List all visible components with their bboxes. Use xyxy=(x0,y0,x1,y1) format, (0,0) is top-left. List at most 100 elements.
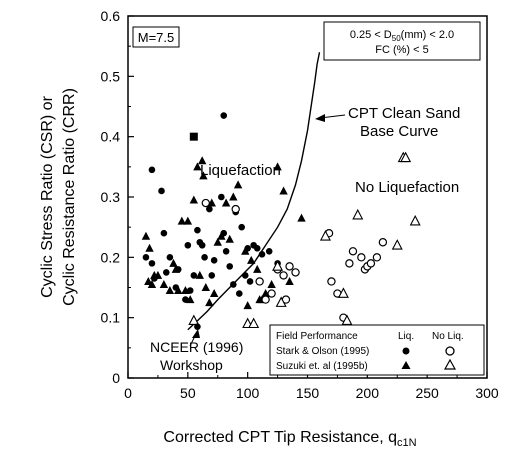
y-axis-label-line-1: Cyclic Stress Ratio (CSR) or xyxy=(39,95,56,297)
point-liq-stark-olson xyxy=(238,223,245,231)
point-liq-stark-olson xyxy=(265,248,273,255)
point-noliq-stark-olson xyxy=(366,259,376,268)
plot-frame xyxy=(127,15,488,379)
point-liq-suzuki xyxy=(201,283,210,291)
point-liq-suzuki xyxy=(199,171,208,180)
point-liq-suzuki xyxy=(145,243,154,252)
point-noliq-stark-olson xyxy=(285,262,294,271)
point-liq-stark-olson xyxy=(166,254,174,261)
point-liq-suzuki xyxy=(159,279,169,288)
point-liq-stark-olson xyxy=(246,278,254,285)
point-liq-stark-olson xyxy=(142,254,150,261)
point-liq-stark-olson xyxy=(194,323,201,331)
point-liq-stark-olson xyxy=(198,241,206,249)
point-noliq-suzuki xyxy=(352,208,364,220)
point-liq-suzuki xyxy=(267,279,276,288)
point-liq-suzuki xyxy=(183,216,193,225)
point-liq-suzuki xyxy=(225,234,234,243)
y-tick-label: 0.1 xyxy=(101,310,121,326)
point-liq-suzuki xyxy=(186,295,195,304)
point-liq-stark-olson xyxy=(206,205,213,213)
condition-line-2: FC (%) < 5 xyxy=(375,44,428,56)
point-noliq-stark-olson xyxy=(348,247,358,256)
point-liq-suzuki xyxy=(273,162,282,171)
point-noliq-stark-olson xyxy=(279,271,288,280)
workshop-arrow xyxy=(189,329,200,347)
point-liq-suzuki xyxy=(279,186,288,195)
point-liq-stark-olson xyxy=(148,260,156,267)
base-curve-label-line-1: CPT Clean Sand xyxy=(348,105,460,122)
point-liq-suzuki xyxy=(195,270,204,279)
x-axis-ticks: 0 50 100 150 200 250 300 xyxy=(124,372,499,401)
point-noliq-stark-olson xyxy=(378,238,388,247)
point-liq-stark-olson xyxy=(184,241,192,249)
point-liq-suzuki xyxy=(221,198,231,207)
point-noliq-stark-olson xyxy=(345,259,354,268)
point-liq-stark-olson xyxy=(226,263,234,270)
point-liq-suzuki xyxy=(241,246,250,255)
y-tick-label: 0.2 xyxy=(101,249,121,265)
point-liq-suzuki xyxy=(189,195,199,204)
liquefaction-label: Liquefaction xyxy=(200,162,281,179)
point-liq-suzuki xyxy=(181,286,190,295)
legend-header: Field Performance xyxy=(276,331,358,342)
point-liq-suzuki xyxy=(213,237,222,246)
point-liq-suzuki xyxy=(197,156,207,165)
point-noliq-suzuki xyxy=(341,314,353,326)
point-noliq-suzuki xyxy=(275,296,287,307)
point-liq-suzuki xyxy=(171,264,181,273)
point-liq-suzuki xyxy=(243,301,252,310)
point-liq-suzuki xyxy=(165,286,175,295)
point-liq-stark-olson xyxy=(241,272,249,279)
workshop-label-line-2: Workshop xyxy=(160,357,223,373)
point-noliq-stark-olson xyxy=(201,198,210,208)
x-tick-label: 150 xyxy=(296,385,320,401)
point-noliq-stark-olson xyxy=(357,253,366,262)
point-liq-stark-olson xyxy=(201,254,208,261)
point-noliq-suzuki xyxy=(337,287,349,298)
point-liq-suzuki xyxy=(169,258,178,267)
y-axis-ticks: 0 0.1 0.2 0.3 0.4 0.5 0.6 xyxy=(101,8,134,386)
x-axis-label: Corrected CPT Tip Resistance, qc1N xyxy=(163,429,416,449)
point-noliq-suzuki xyxy=(319,230,331,241)
point-liq-stark-olson xyxy=(220,112,228,119)
point-liq-suzuki xyxy=(147,279,157,288)
point-noliq-stark-olson xyxy=(231,204,240,214)
point-liq-stark-olson xyxy=(190,272,198,279)
legend-marker-filled-triangle xyxy=(401,361,411,369)
point-noliq-suzuki xyxy=(188,314,200,326)
x-tick-label: 200 xyxy=(356,385,380,401)
point-liq-suzuki xyxy=(193,162,202,171)
point-noliq-stark-olson xyxy=(267,289,276,298)
point-liq-suzuki xyxy=(177,216,187,225)
point-noliq-stark-olson xyxy=(327,277,336,286)
magnitude-box xyxy=(132,26,180,48)
legend-marker-filled-circle xyxy=(402,347,410,355)
point-liq-suzuki xyxy=(253,264,262,273)
point-liq-stark-olson xyxy=(194,226,201,234)
point-liq-stark-olson xyxy=(148,166,156,174)
point-liq-stark-olson xyxy=(253,244,261,252)
base-curve-arrow xyxy=(315,114,346,122)
legend-col-noliq: No Liq. xyxy=(432,331,464,342)
point-noliq-stark-olson xyxy=(291,268,300,277)
point-noliq-suzuki xyxy=(272,260,284,271)
legend-col-liq: Liq. xyxy=(398,331,414,342)
x-tick-label: 50 xyxy=(180,385,196,401)
point-liq-stark-olson xyxy=(210,257,218,264)
point-liq-stark-olson xyxy=(218,193,225,201)
y-tick-label: 0.4 xyxy=(101,129,121,145)
point-liq-suzuki xyxy=(205,298,214,307)
point-noliq-stark-olson xyxy=(261,295,270,304)
point-liq-stark-olson xyxy=(235,290,243,297)
point-noliq-suzuki xyxy=(248,317,260,329)
legend-marker-open-triangle xyxy=(443,358,457,370)
point-noliq-stark-olson xyxy=(372,253,382,262)
data-points xyxy=(141,112,421,331)
legend-row-2: Suzuki et. al (1995b) xyxy=(276,361,368,372)
no-liquefaction-label: No Liquefaction xyxy=(355,179,459,196)
point-highlight-square xyxy=(189,132,198,141)
workshop-label-line-1: NCEER (1996) xyxy=(150,339,243,355)
point-noliq-suzuki xyxy=(409,214,421,226)
